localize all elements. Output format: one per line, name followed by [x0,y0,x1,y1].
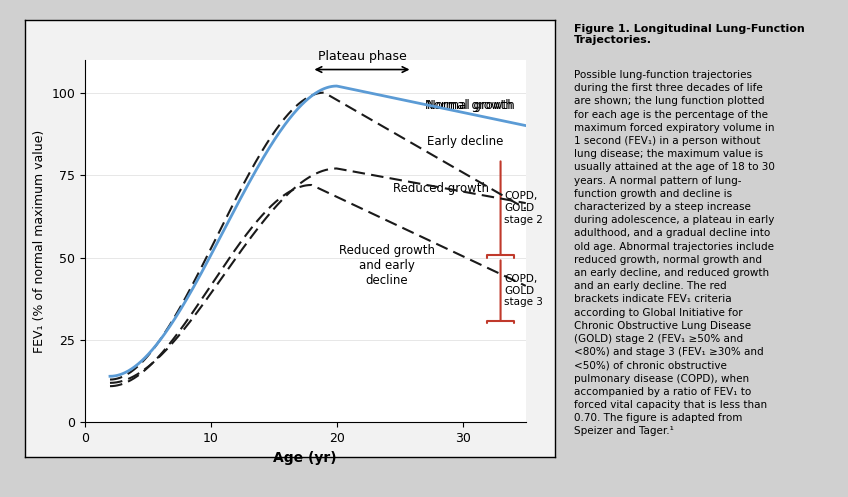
Text: Normal growth: Normal growth [425,99,513,112]
Text: Possible lung-function trajectories
during the first three decades of life
are s: Possible lung-function trajectories duri… [573,70,774,436]
Y-axis label: FEV₁ (% of normal maximum value): FEV₁ (% of normal maximum value) [32,129,46,353]
Text: Figure 1. Longitudinal Lung-Function
Trajectories.: Figure 1. Longitudinal Lung-Function Tra… [573,24,805,45]
Text: Plateau phase: Plateau phase [318,50,406,63]
Text: COPD,
GOLD
stage 2: COPD, GOLD stage 2 [505,191,544,225]
X-axis label: Age (yr): Age (yr) [273,451,338,465]
Text: Early decline: Early decline [427,135,504,149]
Text: Normal growth: Normal growth [427,99,516,112]
Text: Reduced growth
and early
decline: Reduced growth and early decline [339,245,435,287]
Text: COPD,
GOLD
stage 3: COPD, GOLD stage 3 [505,274,544,307]
Text: Reduced growth: Reduced growth [393,181,489,194]
